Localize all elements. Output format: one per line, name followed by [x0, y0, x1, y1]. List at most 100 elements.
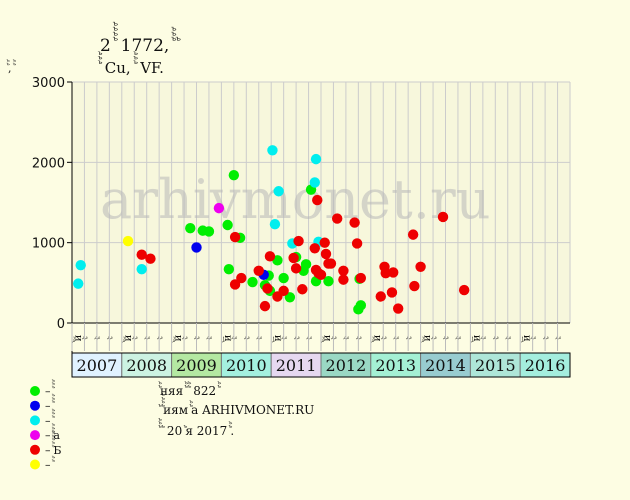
data-point — [309, 243, 320, 254]
data-point — [278, 285, 289, 297]
data-point — [320, 248, 332, 260]
year-label: 2013 — [375, 356, 416, 375]
year-label: 2010 — [226, 356, 267, 375]
y-tick-label: 1000 — [32, 237, 65, 252]
quarter-tick-label: ꙸй — [321, 334, 333, 343]
data-point — [75, 259, 86, 271]
quarter-tick-label: ꙸй — [172, 334, 184, 343]
data-point — [409, 280, 420, 292]
data-points — [73, 145, 470, 315]
data-point — [349, 217, 360, 228]
data-point — [388, 267, 399, 278]
data-point — [338, 274, 349, 285]
data-point — [278, 272, 289, 284]
year-label: 2007 — [77, 356, 118, 375]
data-point — [351, 238, 363, 249]
legend-marker — [30, 459, 40, 470]
data-point — [136, 249, 147, 260]
data-point — [355, 300, 367, 311]
year-label: 2011 — [276, 356, 317, 375]
data-point — [338, 265, 349, 276]
data-point — [136, 263, 147, 275]
quarter-tick-label: ꙸй — [371, 334, 383, 343]
legend-label: – ꙸꙸꙸ — [45, 393, 55, 413]
data-point — [297, 284, 308, 295]
data-point — [213, 202, 225, 214]
quarter-axis: ꙸйꙸꙸꙸꙸꙸꙸꙸйꙸꙸꙸꙸꙸꙸꙸйꙸꙸꙸꙸꙸꙸꙸйꙸꙸꙸꙸꙸꙸꙸйꙸꙸꙸꙸꙸꙸ… — [71, 323, 561, 351]
year-label: 2015 — [475, 356, 516, 375]
data-point — [185, 223, 196, 234]
data-point — [122, 235, 134, 247]
data-point — [392, 303, 404, 314]
data-point — [203, 226, 215, 237]
y-tick-label: 2000 — [32, 156, 65, 171]
note-line-1: ꙸꙸняя ꙸꙸ ꙸꙸ 822 ꙸꙸ — [158, 380, 221, 398]
watermark-text: arhivmonet.ru — [100, 168, 490, 231]
data-point — [262, 283, 273, 294]
data-point — [407, 229, 419, 240]
data-point — [264, 251, 276, 262]
quarter-tick-label: ꙸй — [421, 334, 433, 343]
data-point — [228, 169, 240, 181]
data-point — [284, 292, 296, 303]
data-point — [386, 287, 398, 298]
data-point — [253, 265, 264, 276]
data-point — [247, 276, 258, 288]
legend-label: – ꙸꙸꙸ — [45, 378, 55, 398]
y-axis-label: ꙸꙸ, ꙸꙸ — [6, 59, 16, 75]
data-point — [269, 218, 281, 230]
year-label: 2009 — [176, 356, 217, 375]
legend-marker — [30, 444, 40, 455]
data-point — [273, 186, 284, 197]
data-point — [229, 279, 241, 290]
quarter-tick-label: ꙸй — [72, 334, 84, 343]
data-point — [331, 213, 343, 224]
year-label: 2012 — [326, 356, 367, 375]
data-point — [293, 235, 304, 247]
data-point — [191, 242, 202, 253]
note-line-3: ꙸꙸꙸ ꙸ 20 ꙸя 2017 ꙸꙸ. — [158, 417, 234, 438]
y-tick-label: 0 — [57, 317, 65, 332]
chart-title: 2 ꙸꙸꙸꙸ 1772, ꙸꙸꙸ ꙸ — [100, 21, 181, 56]
y-axis-ticks: 0 1000 2000 3000 — [32, 76, 72, 332]
data-point — [73, 278, 84, 289]
year-label: 2008 — [126, 356, 167, 375]
data-point — [259, 300, 271, 312]
year-band-frame — [71, 352, 571, 378]
data-point — [323, 276, 334, 287]
data-point — [229, 231, 241, 243]
legend: – ꙸꙸꙸ– ꙸꙸꙸ– ꙸꙸꙸ– ꙸꙸꙸа– ꙸꙸꙸꙸꙸБ– ꙸꙸ — [30, 378, 61, 472]
data-point — [375, 291, 386, 302]
quarter-tick-label: ꙸй — [271, 334, 283, 343]
data-point — [223, 263, 235, 275]
data-point — [309, 177, 320, 188]
data-point — [315, 269, 327, 280]
quarter-tick-label: ꙸй — [122, 334, 134, 343]
year-band — [121, 352, 173, 378]
data-point — [312, 194, 323, 206]
data-point — [310, 153, 322, 165]
data-point — [437, 211, 449, 223]
data-point — [355, 272, 367, 284]
legend-marker — [30, 415, 40, 426]
data-point — [288, 252, 299, 264]
quarter-tick-label: ꙸй — [520, 334, 532, 343]
legend-marker — [30, 386, 40, 396]
legend-label: – ꙸꙸ — [45, 455, 55, 471]
data-point — [415, 261, 426, 272]
data-point — [325, 258, 337, 269]
legend-label: – ꙸꙸꙸ — [45, 408, 55, 428]
data-point — [236, 272, 247, 284]
data-point — [290, 263, 302, 274]
year-label: 2014 — [425, 356, 466, 375]
year-axis: 2007 2008 2009 2010 2011 2012 2013 2014 2015 2016 — [71, 352, 571, 378]
data-point — [458, 284, 470, 296]
quarter-tick-label: ꙸй — [471, 334, 483, 343]
data-point — [145, 253, 156, 264]
legend-marker — [30, 430, 40, 441]
data-point — [319, 237, 330, 248]
data-point — [267, 145, 278, 156]
data-point — [222, 219, 233, 231]
